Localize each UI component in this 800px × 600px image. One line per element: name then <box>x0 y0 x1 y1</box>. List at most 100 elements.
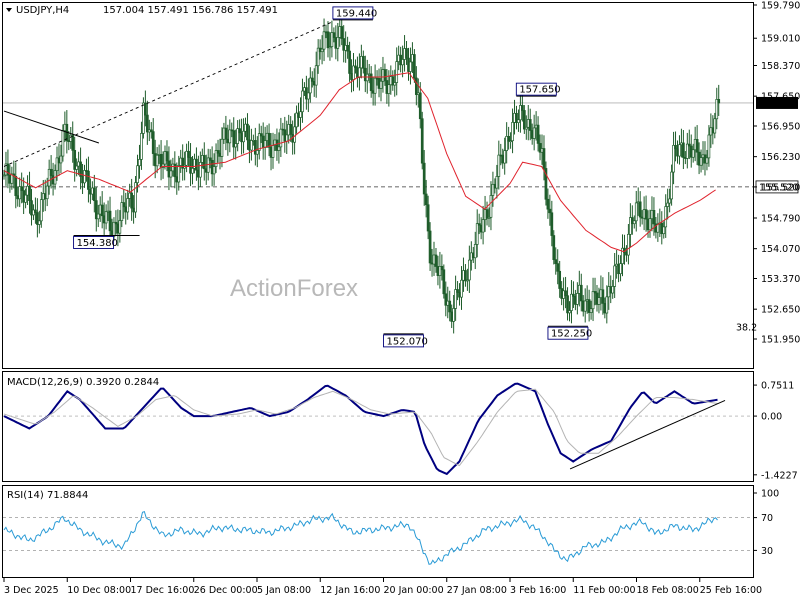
candle-body <box>130 192 133 209</box>
candle-body <box>34 209 37 213</box>
moving-average-line <box>3 72 716 253</box>
candle-body <box>167 160 171 178</box>
price-axis: 159.790 159.010 158.370 157.650 156.950 156.2… <box>753 1 800 346</box>
time-tick-label: 11 Feb 00:00 <box>573 585 635 596</box>
candle-body <box>30 200 33 216</box>
candle-body <box>257 133 261 151</box>
candle-body <box>358 67 361 78</box>
candle-body <box>195 158 198 171</box>
macd-layer: MACD(12,26,9) 0.3920 0.2844 0.7511 0.00 -1… <box>3 377 798 481</box>
level-label-box <box>73 236 115 249</box>
candle-body <box>134 182 137 213</box>
candle-body <box>477 223 481 226</box>
candle-body <box>505 135 509 151</box>
candle-body <box>295 112 298 128</box>
candle-body <box>126 198 130 213</box>
candle-body <box>509 140 512 143</box>
candle-body <box>707 134 711 159</box>
candle-body <box>361 55 365 69</box>
candle-body <box>544 168 548 200</box>
resistance-trendline <box>3 110 100 144</box>
candle-body <box>320 48 324 53</box>
candle-body <box>605 296 609 314</box>
candle-body <box>662 226 666 235</box>
candle-body <box>144 102 147 116</box>
candle-body <box>613 265 617 287</box>
rsi-line <box>3 510 718 565</box>
level-label: 159.440 <box>336 8 377 19</box>
candle-body <box>255 150 259 155</box>
candle-body <box>118 220 122 234</box>
candle-body <box>426 204 430 232</box>
candle-body <box>228 129 232 144</box>
level-label-box <box>515 82 557 96</box>
candle-body <box>434 254 438 267</box>
price-tick-label: 159.010 <box>761 34 800 45</box>
candle-body <box>208 157 212 161</box>
candle-body <box>464 270 467 282</box>
time-tick-label: 12 Jan 16:00 <box>320 585 380 596</box>
price-chart-title: USDJPY,H4 <box>16 5 69 16</box>
candle-body <box>705 157 709 164</box>
candle-body <box>61 130 65 157</box>
candle-body <box>289 124 293 135</box>
candle-body <box>189 157 192 174</box>
candle-body <box>161 163 165 168</box>
price-candles <box>2 16 721 334</box>
price-tick-label: 156.230 <box>761 152 800 163</box>
candle-body <box>538 143 542 153</box>
candle-body <box>232 130 236 148</box>
candle-body <box>138 159 141 167</box>
candle-body <box>695 139 699 153</box>
candle-body <box>619 263 622 275</box>
candle-body <box>145 114 149 133</box>
candle-body <box>699 157 703 166</box>
candle-body <box>242 130 245 143</box>
candle-body <box>122 202 126 208</box>
candle-body <box>587 299 591 313</box>
moving-average-layer <box>3 72 716 253</box>
candle-body <box>428 230 432 264</box>
candle-body <box>456 289 459 293</box>
candle-body <box>507 135 510 142</box>
candle-body <box>354 65 357 69</box>
candle-body <box>536 124 540 144</box>
candle-body <box>554 259 558 264</box>
candle-body <box>187 150 190 158</box>
candle-body <box>155 154 159 167</box>
macd-tick-label: 0.7511 <box>761 381 794 392</box>
candle-body <box>20 186 24 191</box>
candle-body <box>2 174 6 177</box>
candle-body <box>87 170 90 190</box>
candle-body <box>564 290 567 297</box>
candle-body <box>652 210 656 225</box>
candle-body <box>140 133 143 160</box>
candle-body <box>169 170 173 178</box>
candle-body <box>37 220 41 225</box>
price-annotations: 159.440 157.650 154.380 152.070 152.250 38.2 1… <box>3 6 799 347</box>
candle-body <box>532 127 536 139</box>
candle-body <box>96 213 100 220</box>
candle-body <box>589 308 593 313</box>
chart-menu-icon[interactable] <box>6 8 12 12</box>
candle-body <box>601 289 605 304</box>
candle-body <box>202 155 206 170</box>
rsi-layer: RSI(14) 71.8844 100 70 30 <box>3 489 779 565</box>
candle-body <box>674 144 677 150</box>
candle-body <box>151 131 155 154</box>
candle-body <box>468 259 471 281</box>
candle-body <box>301 90 304 113</box>
candle-body <box>519 105 522 121</box>
candle-body <box>497 154 501 177</box>
time-tick-label: 10 Dec 08:00 <box>67 585 131 596</box>
price-tick-label: 152.650 <box>761 305 800 316</box>
price-tick-label: 153.370 <box>761 274 800 285</box>
candle-body <box>379 80 383 89</box>
candle-body <box>28 185 31 201</box>
candle-body <box>165 151 169 162</box>
candle-body <box>672 144 675 173</box>
candle-body <box>369 73 373 92</box>
candle-body <box>71 134 75 151</box>
candle-body <box>45 185 49 200</box>
